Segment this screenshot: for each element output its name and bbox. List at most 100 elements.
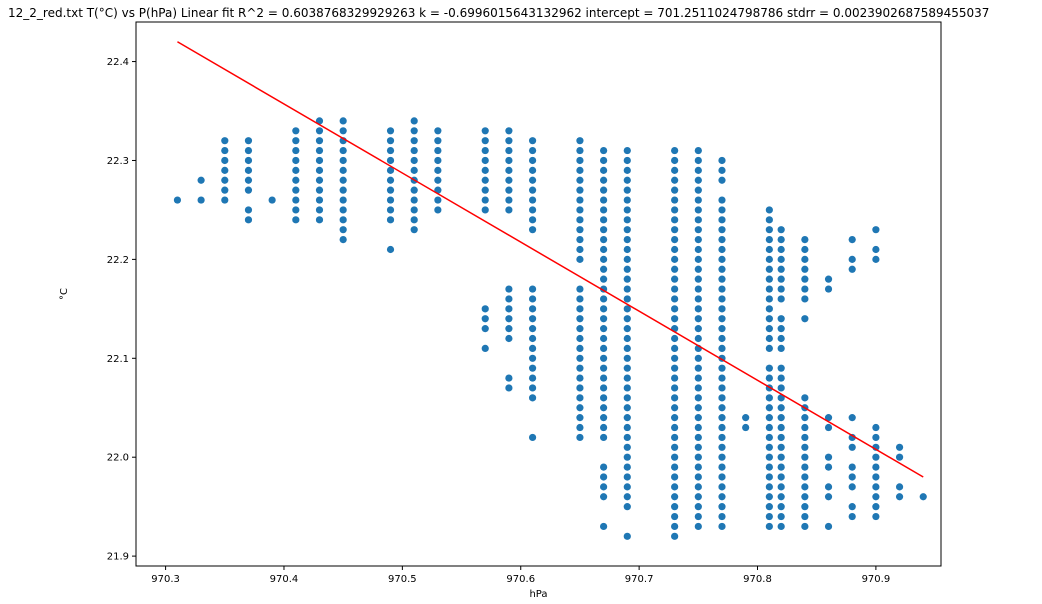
- data-point: [872, 433, 880, 442]
- data-point: [671, 206, 679, 214]
- data-point: [623, 156, 631, 165]
- data-point: [576, 325, 584, 333]
- data-point: [292, 166, 300, 174]
- data-point: [623, 305, 631, 313]
- data-point: [386, 137, 395, 145]
- data-point: [292, 146, 300, 155]
- data-point: [600, 166, 608, 174]
- data-point: [292, 196, 300, 204]
- data-point: [410, 156, 418, 165]
- data-point: [765, 522, 773, 531]
- data-point: [694, 196, 702, 204]
- data-point: [386, 216, 395, 224]
- fit-line: [177, 41, 924, 478]
- y-tick-label: 22.3: [107, 156, 129, 167]
- data-point: [765, 226, 773, 234]
- data-point: [694, 156, 702, 165]
- data-point: [315, 176, 324, 184]
- data-point: [481, 186, 489, 194]
- data-point: [434, 206, 442, 214]
- data-point: [671, 186, 679, 194]
- data-point: [221, 186, 229, 194]
- data-point: [292, 156, 300, 165]
- data-point: [718, 503, 726, 511]
- data-point: [671, 522, 679, 531]
- data-point: [339, 216, 347, 224]
- data-point: [765, 483, 773, 491]
- data-point: [505, 186, 513, 194]
- data-point: [718, 394, 726, 402]
- data-point: [481, 137, 489, 145]
- data-point: [315, 216, 324, 224]
- data-point: [576, 255, 584, 263]
- data-point: [848, 265, 856, 273]
- data-point: [777, 473, 785, 481]
- data-point: [600, 414, 608, 422]
- data-point: [505, 295, 513, 303]
- data-point: [434, 156, 442, 165]
- data-point: [244, 137, 253, 145]
- data-point: [824, 483, 833, 491]
- data-point: [824, 453, 833, 461]
- data-point: [694, 166, 702, 174]
- data-point: [848, 255, 856, 263]
- data-point: [765, 453, 773, 461]
- data-point: [694, 285, 702, 293]
- data-point: [694, 364, 702, 372]
- data-point: [765, 473, 773, 481]
- x-tick-label: 970.9: [862, 574, 891, 585]
- data-point: [505, 384, 513, 392]
- data-point: [765, 404, 773, 412]
- data-point: [801, 473, 809, 481]
- data-point: [801, 275, 809, 283]
- data-point: [801, 433, 809, 442]
- data-point: [777, 226, 785, 234]
- data-point: [600, 265, 608, 273]
- data-point: [671, 532, 679, 540]
- data-point: [671, 196, 679, 204]
- data-point: [872, 423, 880, 432]
- data-point: [694, 305, 702, 313]
- data-point: [777, 423, 785, 432]
- data-point: [600, 196, 608, 204]
- data-point: [848, 483, 856, 491]
- y-tick-label: 22.4: [107, 57, 129, 68]
- data-point: [824, 463, 833, 471]
- y-axis-label: °C: [59, 288, 70, 300]
- data-point: [765, 512, 773, 521]
- data-point: [623, 493, 631, 501]
- data-point: [765, 206, 773, 214]
- data-point: [765, 236, 773, 244]
- data-point: [576, 156, 584, 165]
- data-point: [339, 196, 347, 204]
- plot-area: [135, 21, 942, 567]
- data-point: [718, 305, 726, 313]
- data-point: [694, 315, 702, 323]
- data-point: [528, 334, 537, 343]
- data-point: [777, 374, 785, 382]
- data-point: [671, 354, 679, 362]
- data-point: [765, 503, 773, 511]
- data-point: [801, 255, 809, 263]
- data-point: [600, 423, 608, 432]
- data-point: [576, 206, 584, 214]
- data-point: [576, 404, 584, 412]
- data-point: [623, 453, 631, 461]
- data-point: [742, 414, 750, 422]
- data-point: [801, 493, 809, 501]
- data-point: [600, 325, 608, 333]
- data-point: [623, 275, 631, 283]
- data-point: [671, 483, 679, 491]
- x-tick-label: 970.6: [506, 574, 535, 585]
- data-point: [694, 503, 702, 511]
- data-point: [528, 137, 537, 145]
- data-point: [848, 414, 856, 422]
- data-point: [694, 443, 702, 451]
- data-point: [623, 334, 631, 343]
- data-point: [694, 394, 702, 402]
- data-point: [528, 315, 537, 323]
- data-point: [623, 186, 631, 194]
- data-point: [576, 196, 584, 204]
- y-tick-label: 22.2: [107, 255, 129, 266]
